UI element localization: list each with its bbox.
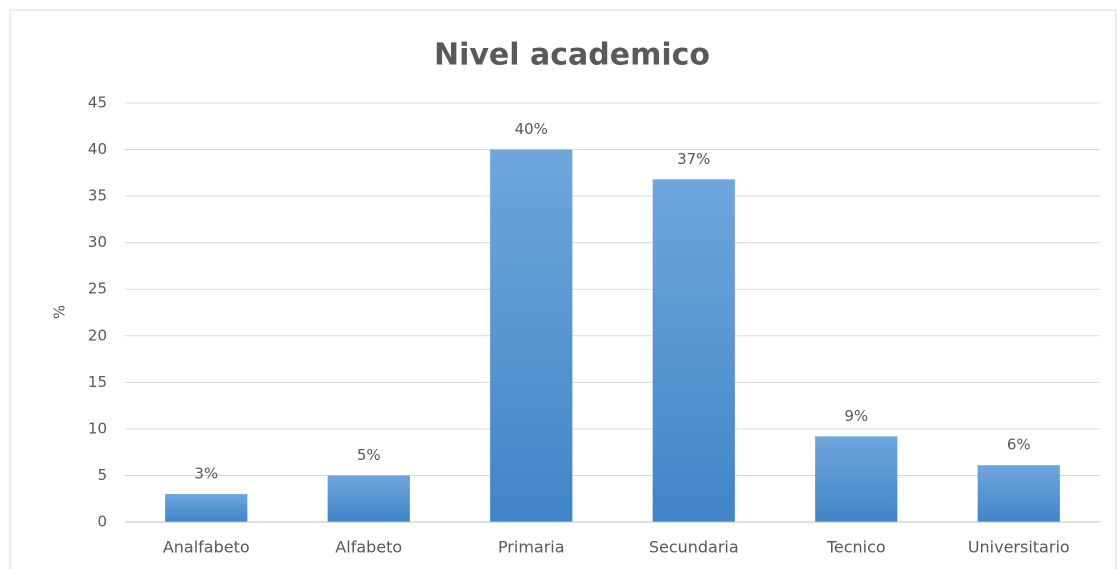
x-tick-label: Tecnico	[826, 538, 886, 557]
data-label: 5%	[357, 446, 381, 464]
bar	[165, 494, 248, 522]
data-label: 6%	[1007, 436, 1031, 454]
x-tick-label: Secundaria	[649, 538, 739, 557]
y-tick-label: 10	[88, 419, 107, 437]
y-axis-label: %	[51, 305, 69, 319]
x-tick-label: Alfabeto	[335, 538, 402, 557]
y-tick-label: 5	[97, 466, 107, 484]
y-tick-label: 35	[88, 187, 107, 205]
y-tick-label: 40	[88, 140, 107, 158]
x-tick-label: Analfabeto	[163, 538, 250, 557]
bar	[652, 179, 735, 522]
data-label: 37%	[677, 150, 710, 168]
y-tick-label: 20	[88, 326, 107, 344]
y-tick-label: 30	[88, 233, 107, 251]
chart-title: Nivel academico	[434, 38, 710, 73]
data-label: 40%	[515, 120, 548, 138]
y-tick-label: 25	[88, 280, 107, 298]
y-tick-label: 45	[88, 94, 107, 112]
bar	[977, 465, 1060, 522]
y-tick-label: 15	[88, 373, 107, 391]
data-label: 9%	[844, 407, 868, 425]
bar	[327, 475, 410, 522]
data-label: 3%	[194, 465, 218, 483]
y-tick-label: 0	[97, 513, 107, 531]
bar	[490, 149, 573, 523]
bar	[815, 436, 898, 522]
x-tick-label: Primaria	[498, 538, 565, 557]
x-tick-label: Universitario	[968, 538, 1070, 557]
